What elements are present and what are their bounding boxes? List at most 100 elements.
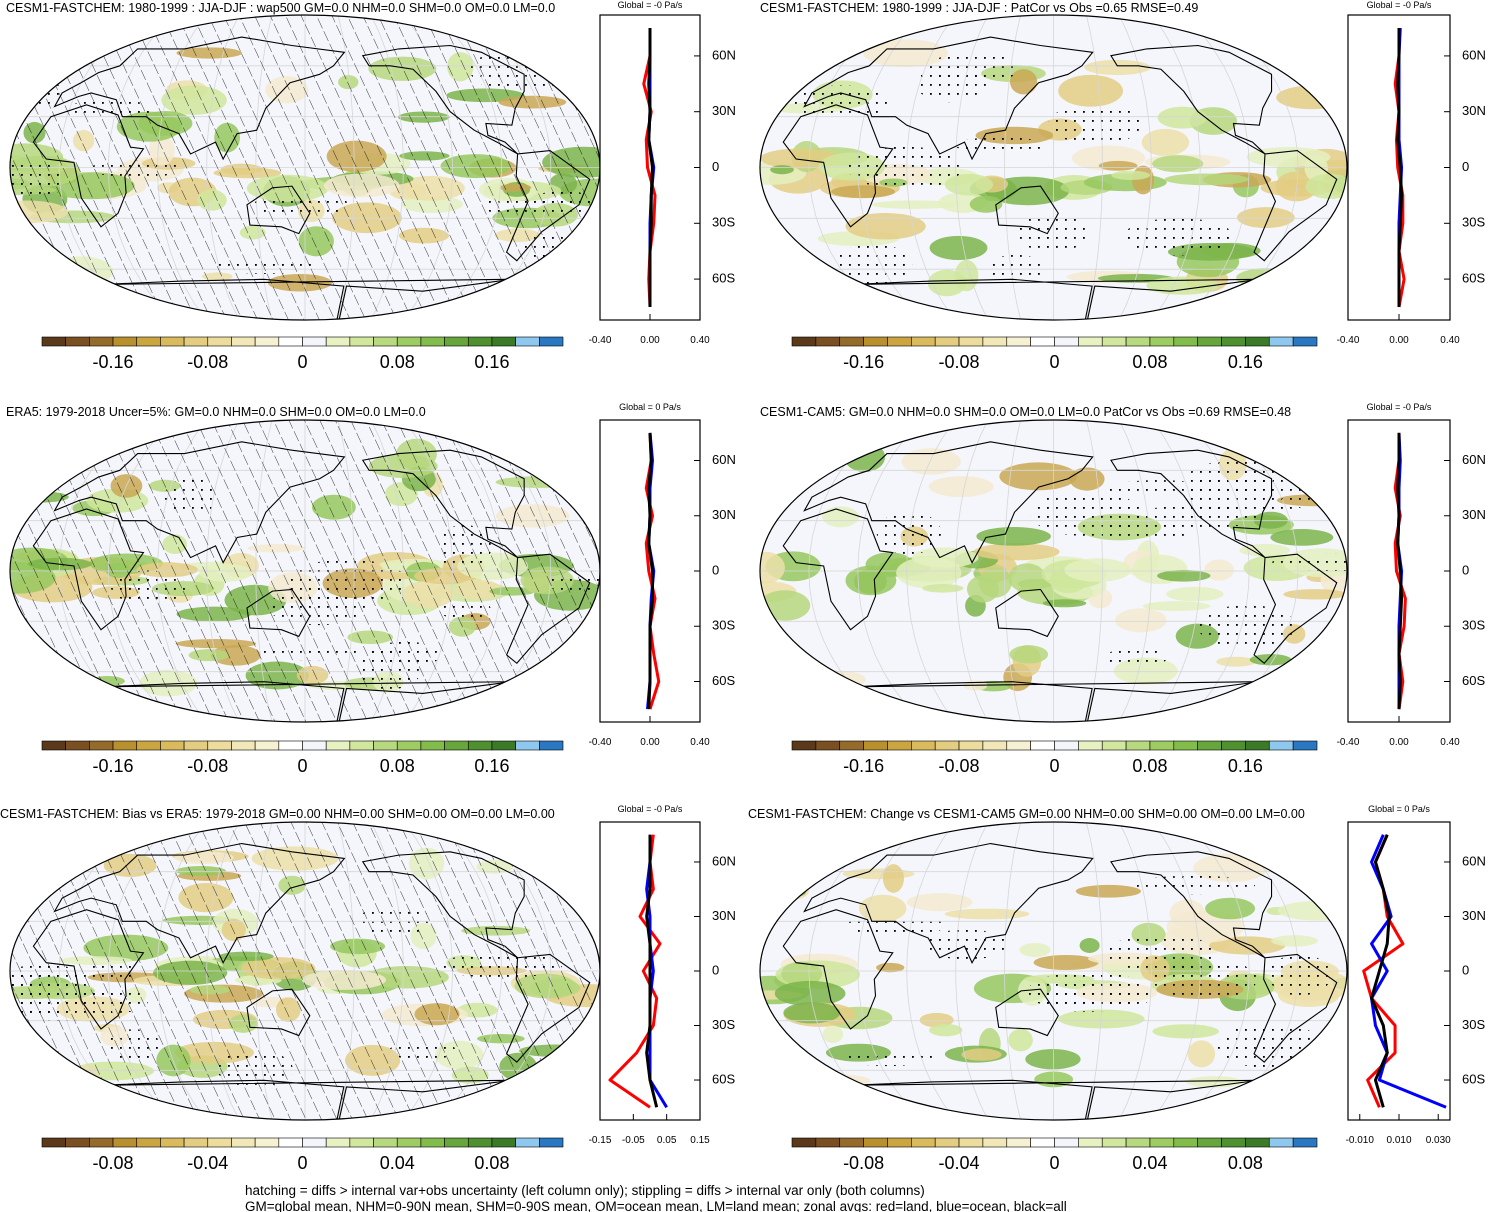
tan-patch (1084, 59, 1151, 76)
colorbar-box (254, 1137, 280, 1148)
panel-title: CESM1-FASTCHEM: Bias vs ERA5: 1979-2018 … (0, 807, 555, 821)
y-tick-label: 0 (1462, 562, 1469, 577)
graticule (1151, 420, 1201, 722)
y-tick-label: 60S (1462, 1071, 1485, 1086)
colorbar-box (136, 336, 161, 347)
green-patch (966, 575, 999, 603)
colorbar-box (1221, 336, 1246, 347)
colorbar-box (183, 740, 209, 751)
colorbar-box (1006, 336, 1031, 347)
tan-patch (882, 864, 905, 893)
colorbar-box (491, 740, 516, 751)
colorbar-box (254, 740, 280, 751)
colorbar-box (515, 740, 540, 751)
colorbar-box (444, 1137, 469, 1148)
green-patch (1079, 938, 1100, 954)
stipple-area (841, 1048, 935, 1067)
y-tick-label: 60N (712, 452, 736, 467)
green-patch (760, 590, 811, 621)
colorbar-label: -0.16 (93, 352, 134, 372)
coastline (803, 842, 1094, 964)
colorbar-box (112, 336, 138, 347)
graticule (857, 420, 923, 722)
colorbar-box (863, 740, 888, 751)
colorbar-label: -0.08 (187, 756, 228, 776)
x-tick-label: 0.00 (1389, 335, 1409, 346)
colorbar-box (1030, 1137, 1055, 1148)
colorbar-box (467, 336, 493, 347)
green-patch (1205, 897, 1256, 920)
coastline (1110, 449, 1273, 559)
colorbar-label: 0.16 (1228, 756, 1263, 776)
colorbar-box (491, 1137, 516, 1148)
colorbar-box (1173, 1137, 1198, 1148)
colorbar-label: 0.08 (1132, 352, 1167, 372)
colorbar-label: 0 (297, 1153, 307, 1173)
y-tick-label: 60N (1462, 47, 1486, 62)
coastline (782, 508, 894, 631)
green-patch (922, 583, 964, 593)
stipple-area (1105, 647, 1168, 668)
tan-patch (799, 670, 867, 689)
map (760, 15, 1347, 320)
tan-patch (901, 448, 961, 475)
colorbar-box (1149, 1137, 1175, 1148)
x-tick-label: 0.40 (690, 335, 710, 346)
green-patch (1249, 654, 1292, 666)
colorbar-box (958, 1137, 984, 1148)
colorbar-box (791, 740, 817, 751)
x-tick-label: -0.40 (1337, 335, 1360, 346)
zonal-line (1393, 28, 1406, 308)
colorbar-box (41, 336, 66, 347)
colorbar-box (183, 336, 209, 347)
colorbar-box (420, 740, 445, 751)
colorbar-box (65, 1137, 90, 1148)
green-patch (1146, 276, 1219, 295)
zonal-line (608, 834, 662, 1109)
colorbar-box (325, 336, 351, 347)
colorbar-box (839, 336, 864, 347)
graticule (1217, 822, 1299, 1120)
colorbar-box (1078, 336, 1103, 347)
y-tick-label: 60S (712, 271, 735, 286)
zonal-title: Global = -0 Pa/s (1367, 402, 1432, 412)
colorbar-box (934, 740, 960, 751)
x-tick-label: 0.00 (640, 335, 660, 346)
colorbar-label: 0.16 (474, 352, 509, 372)
colorbar-box (887, 1137, 912, 1148)
y-tick-label: 60N (1462, 853, 1486, 868)
stipple-area (1030, 490, 1142, 536)
colorbar-box (1221, 1137, 1246, 1148)
green-patch (844, 441, 886, 473)
tan-patch (906, 893, 973, 912)
colorbar-box (1268, 740, 1294, 751)
colorbar-box (1245, 336, 1270, 347)
coastline (852, 1079, 1259, 1120)
coastline (782, 909, 894, 1030)
green-patch (33, 876, 60, 886)
colorbar-box (349, 336, 374, 347)
graticule (906, 15, 956, 320)
colorbar-box (41, 1137, 66, 1148)
green-patch (1019, 942, 1051, 958)
colorbar-box (982, 336, 1008, 347)
colorbar-box (958, 336, 984, 347)
colorbar-label: 0 (1049, 352, 1059, 372)
tan-patch (1058, 74, 1123, 107)
coastline (1253, 953, 1338, 1063)
tan-patch (876, 962, 905, 973)
colorbar-box (911, 336, 936, 347)
colorbar-box (1197, 336, 1222, 347)
colorbar-box (278, 336, 303, 347)
colorbar-box (1006, 740, 1031, 751)
colorbar-label: -0.16 (843, 352, 884, 372)
tan-patch (863, 39, 948, 68)
tan-patch (919, 1012, 954, 1028)
colorbar-box (136, 740, 161, 751)
zonal-line (645, 834, 668, 1109)
colorbar-box (373, 740, 398, 751)
colorbar-box (815, 1137, 841, 1148)
colorbar-box (89, 336, 114, 347)
hatching (10, 420, 600, 722)
green-patch (1239, 543, 1291, 557)
